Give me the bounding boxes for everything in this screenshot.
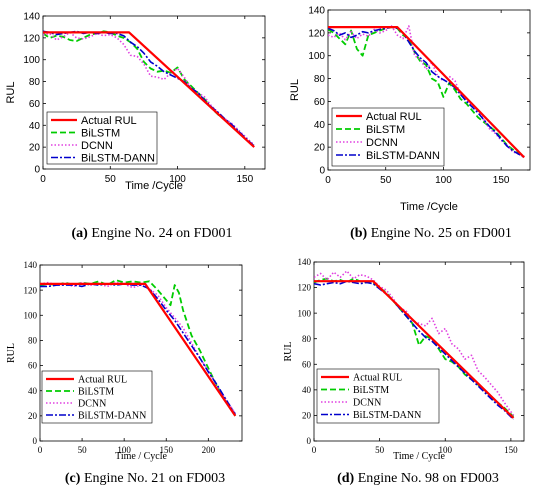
y-tick-label: 20 — [28, 411, 38, 421]
series-line-dcnn — [328, 25, 525, 158]
y-tick-label: 40 — [314, 120, 326, 131]
x-axis-label: Time / Cycle — [115, 451, 167, 462]
y-tick-label: 0 — [307, 436, 312, 446]
x-tick-label: 0 — [312, 445, 317, 455]
caption-label: (c) — [65, 471, 81, 486]
y-tick-label: 100 — [298, 308, 312, 318]
legend-label: BiLSTM-DANN — [78, 411, 146, 422]
x-tick-label: 150 — [504, 445, 518, 455]
y-tick-label: 20 — [314, 143, 326, 154]
y-tick-label: 120 — [23, 33, 40, 44]
y-tick-label: 60 — [314, 97, 326, 108]
panel-caption: (d) Engine No. 98 on FD003 — [337, 471, 499, 486]
y-tick-label: 100 — [308, 51, 325, 62]
caption-text: Engine No. 24 on FD001 — [88, 226, 233, 241]
legend-label: Actual RUL — [353, 373, 402, 384]
chart-panel-a: 0 50 100 150 0 20 40 60 80 100 120 140 Time /Cycle RU… — [5, 12, 266, 241]
x-tick-label: 200 — [202, 445, 216, 455]
legend-label: BiLSTM-DANN — [353, 410, 421, 421]
legend-box — [331, 107, 445, 167]
y-tick-label: 40 — [28, 386, 38, 396]
legend-label: Actual RUL — [366, 111, 422, 123]
legend-label: DCNN — [78, 399, 106, 410]
legend-label: BiLSTM — [78, 387, 114, 398]
y-tick-label: 0 — [319, 166, 325, 177]
chart-panel-d: 0 50 100 150 0 20 40 60 80 100 120 140 Time / Cycle R… — [283, 257, 525, 486]
y-tick-label: 80 — [29, 77, 41, 88]
y-tick-label: 140 — [308, 6, 325, 17]
y-tick-label: 140 — [298, 257, 312, 267]
x-tick-label: 100 — [435, 175, 452, 186]
x-tick-label: 50 — [78, 445, 88, 455]
x-axis-label: Time / Cycle — [393, 451, 445, 462]
panel-caption: (a) Engine No. 24 on FD001 — [72, 226, 233, 241]
y-tick-label: 0 — [33, 436, 38, 446]
x-axis-label: Time /Cycle — [125, 180, 183, 192]
x-tick-label: 50 — [105, 174, 117, 185]
y-tick-label: 80 — [314, 74, 326, 85]
y-tick-label: 20 — [29, 143, 41, 154]
panel-caption: (b) Engine No. 25 on FD001 — [350, 226, 512, 241]
x-tick-label: 100 — [117, 445, 131, 455]
y-tick-label: 100 — [23, 55, 40, 66]
y-axis-label: RUL — [283, 342, 294, 362]
panel-caption: (c) Engine No. 21 on FD003 — [65, 471, 225, 486]
series-line-bilstm-dann — [328, 26, 525, 159]
x-tick-label: 0 — [40, 174, 46, 185]
y-axis-label: RUL — [289, 79, 301, 101]
y-tick-label: 140 — [24, 260, 38, 270]
caption-label: (a) — [72, 226, 89, 241]
caption-label: (b) — [350, 226, 367, 241]
x-tick-label: 150 — [236, 174, 253, 185]
legend-label: DCNN — [353, 398, 381, 409]
legend-label: BiLSTM — [353, 385, 389, 396]
caption-text: Engine No. 21 on FD003 — [80, 471, 225, 486]
y-tick-label: 120 — [308, 28, 325, 39]
y-tick-label: 60 — [28, 361, 38, 371]
caption-label: (d) — [337, 471, 354, 486]
x-tick-label: 150 — [160, 445, 174, 455]
series-line-actual-rul — [43, 31, 255, 148]
x-tick-label: 0 — [38, 445, 43, 455]
x-tick-label: 100 — [439, 445, 453, 455]
y-tick-label: 80 — [28, 336, 38, 346]
x-tick-label: 150 — [493, 175, 510, 186]
legend-label: BiLSTM — [366, 124, 405, 136]
legend-label: BiLSTM-DANN — [81, 152, 155, 164]
series-line-actual-rul — [328, 26, 525, 159]
y-tick-label: 120 — [24, 285, 38, 295]
y-tick-label: 80 — [302, 334, 312, 344]
y-tick-label: 20 — [302, 411, 312, 421]
x-axis-label: Time /Cycle — [400, 201, 458, 213]
series-line-bilstm-dann — [40, 283, 236, 416]
y-tick-label: 120 — [298, 283, 312, 293]
legend-label: DCNN — [81, 140, 113, 152]
y-tick-label: 40 — [29, 121, 41, 132]
caption-text: Engine No. 98 on FD003 — [354, 471, 499, 486]
y-tick-label: 40 — [302, 385, 312, 395]
series-line-actual-rul — [40, 282, 237, 417]
x-tick-label: 50 — [375, 445, 385, 455]
y-tick-label: 60 — [29, 99, 41, 110]
caption-text: Engine No. 25 on FD001 — [367, 226, 512, 241]
x-tick-label: 0 — [325, 175, 331, 186]
y-tick-label: 60 — [302, 359, 312, 369]
x-tick-label: 50 — [380, 175, 392, 186]
y-axis-label: RUL — [6, 343, 17, 363]
legend-label: Actual RUL — [81, 115, 137, 127]
legend-label: BiLSTM-DANN — [366, 150, 440, 162]
legend-label: DCNN — [366, 137, 398, 149]
chart-panel-b: 0 50 100 150 0 20 40 60 80 100 120 140 Time /Cycle RU… — [289, 6, 531, 241]
y-axis-label: RUL — [5, 81, 17, 103]
y-tick-label: 0 — [34, 165, 40, 176]
y-tick-label: 100 — [24, 310, 38, 320]
x-tick-label: 100 — [169, 174, 186, 185]
series-line-actual-rul — [314, 280, 515, 419]
y-tick-label: 140 — [23, 12, 40, 23]
legend-label: BiLSTM — [81, 127, 120, 139]
chart-panel-c: 0 50 100 150 200 0 20 40 60 80 100 120 140 Time / Cyc… — [6, 260, 243, 486]
legend-label: Actual RUL — [78, 375, 127, 386]
